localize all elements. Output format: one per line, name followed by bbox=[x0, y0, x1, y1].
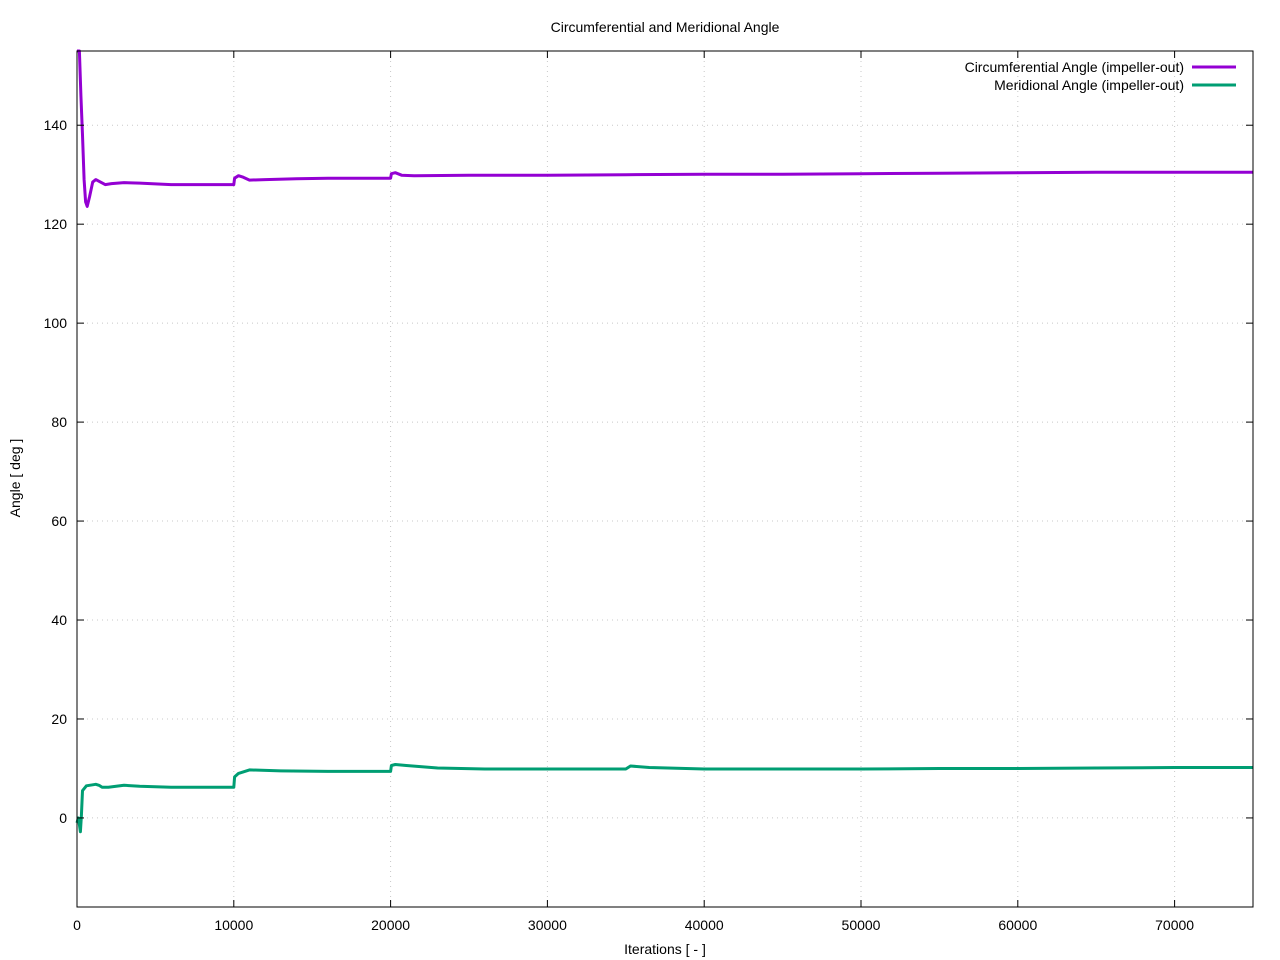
x-axis-label: Iterations [ - ] bbox=[624, 941, 706, 957]
y-tick-label: 40 bbox=[51, 612, 67, 628]
x-tick-label: 40000 bbox=[685, 917, 724, 933]
plot-frame bbox=[76, 50, 1254, 908]
chart-title: Circumferential and Meridional Angle bbox=[551, 19, 780, 35]
x-tick-label: 20000 bbox=[371, 917, 410, 933]
x-tick-label: 50000 bbox=[842, 917, 881, 933]
series-line-1 bbox=[75, 763, 1253, 834]
y-tick-label: 0 bbox=[59, 810, 67, 826]
grid bbox=[76, 51, 1253, 907]
x-tick-label: 30000 bbox=[528, 917, 567, 933]
y-tick-label: 20 bbox=[51, 711, 67, 727]
y-axis-label: Angle [ deg ] bbox=[7, 439, 23, 518]
y-tick-label: 140 bbox=[44, 117, 68, 133]
legend-label: Circumferential Angle (impeller-out) bbox=[965, 59, 1184, 75]
legend-label: Meridional Angle (impeller-out) bbox=[994, 77, 1184, 93]
series-line-0 bbox=[77, 49, 1253, 208]
legend: Circumferential Angle (impeller-out) Meri… bbox=[965, 59, 1236, 93]
x-tick-label: 70000 bbox=[1155, 917, 1194, 933]
series-layer bbox=[75, 49, 1253, 834]
y-tick-label: 80 bbox=[51, 414, 67, 430]
x-tick-label: 0 bbox=[73, 917, 81, 933]
x-tick-label: 10000 bbox=[214, 917, 253, 933]
y-tick-label: 60 bbox=[51, 513, 67, 529]
x-tick-label: 60000 bbox=[998, 917, 1037, 933]
y-tick-label: 100 bbox=[44, 315, 68, 331]
ticks: 0 10000 20000 30000 40000 50000 60000 70000 0 20 4… bbox=[44, 51, 1253, 933]
y-tick-label: 120 bbox=[44, 216, 68, 232]
